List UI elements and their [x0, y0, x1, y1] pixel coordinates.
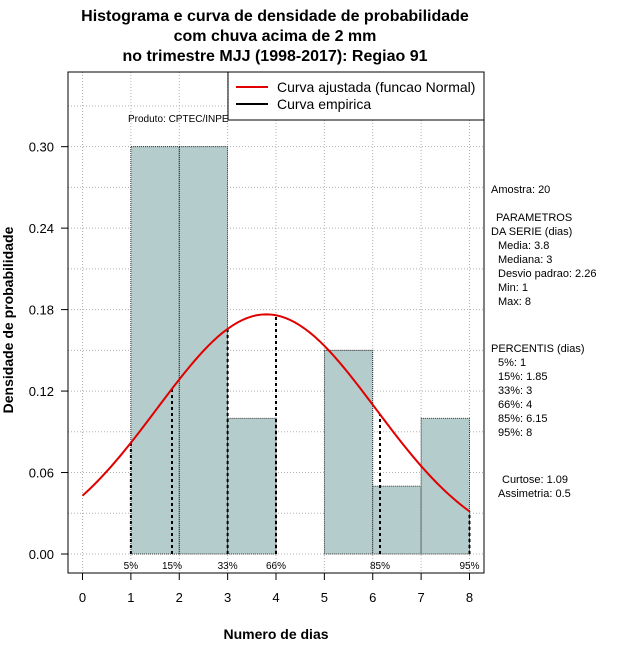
params-subtitle: DA SERIE (dias): [491, 226, 572, 238]
param-max: Max: 8: [498, 296, 531, 308]
x-tick-label: 2: [176, 590, 183, 605]
curves: [81, 313, 471, 513]
histogram-bar: [420, 417, 470, 555]
sample-count: Amostra: 20: [491, 184, 550, 196]
x-tick-label: 7: [417, 590, 424, 605]
y-tick-label: 0.00: [29, 547, 54, 562]
params-title: PARAMETROS: [496, 212, 572, 224]
legend: Curva ajustada (funcao Normal) Curva emp…: [227, 71, 485, 121]
histogram-bar: [372, 485, 422, 555]
side-panel: Amostra: 20 PARAMETROS DA SERIE (dias) M…: [491, 184, 596, 500]
x-axis-label: Numero de dias: [223, 626, 328, 642]
x-tick-label: 0: [79, 590, 86, 605]
percentil-15: 15%: 1.85: [498, 371, 548, 383]
param-min: Min: 1: [498, 282, 528, 294]
percentis-title: PERCENTIS (dias): [491, 343, 585, 355]
chart-title-line-2: com chuva acima de 2 mm: [174, 28, 377, 45]
histogram-bar: [323, 349, 374, 555]
param-mediana: Mediana: 3: [498, 254, 552, 266]
x-tick-label: 5: [321, 590, 328, 605]
param-media: Media: 3.8: [498, 240, 549, 252]
percentile-label: 33%: [218, 561, 238, 572]
x-tick-label: 6: [369, 590, 376, 605]
percentil-33: 33%: 3: [498, 385, 532, 397]
y-tick-label: 0.30: [29, 140, 54, 155]
x-tick-label: 8: [466, 590, 473, 605]
x-axis: 0 1 2 3 4 5 6 7 8: [79, 572, 473, 605]
histogram-bar: [227, 417, 277, 555]
percentile-label: 15%: [162, 561, 182, 572]
histogram-bars: [130, 146, 470, 555]
percentil-5: 5%: 1: [498, 357, 526, 369]
x-tick-label: 4: [272, 590, 279, 605]
x-tick-label: 3: [224, 590, 231, 605]
percentil-66: 66%: 4: [498, 399, 532, 411]
y-axis-label: Densidade de probabilidade: [0, 226, 16, 413]
assimetria-value: Assimetria: 0.5: [498, 488, 571, 500]
percentile-markers: 5% 15% 33% 66% 85% 95%: [124, 315, 480, 572]
x-tick-label: 1: [127, 590, 134, 605]
percentile-label: 5%: [124, 561, 139, 572]
y-axis: 0.00 0.06 0.12 0.18 0.24 0.30: [29, 140, 68, 562]
normal-curve: [81, 313, 471, 513]
chart-title-line-1: Histograma e curva de densidade de proba…: [81, 8, 469, 25]
y-tick-label: 0.24: [29, 221, 54, 236]
percentile-label: 85%: [370, 561, 390, 572]
percentil-85: 85%: 6.15: [498, 413, 548, 425]
legend-box: [227, 71, 485, 121]
producer-label: Produto: CPTEC/INPE: [128, 114, 229, 125]
legend-label-empirical: Curva empirica: [277, 96, 371, 112]
percentile-label: 95%: [459, 561, 479, 572]
y-tick-label: 0.06: [29, 466, 54, 481]
chart-title-line-3: no trimestre MJJ (1998-2017): Regiao 91: [122, 48, 427, 65]
percentil-95: 95%: 8: [498, 427, 532, 439]
legend-label-normal: Curva ajustada (funcao Normal): [277, 79, 475, 95]
param-desvio: Desvio padrao: 2.26: [498, 268, 596, 280]
y-tick-label: 0.18: [29, 303, 54, 318]
curtose-value: Curtose: 1.09: [502, 474, 568, 486]
percentile-label: 66%: [266, 561, 286, 572]
y-tick-label: 0.12: [29, 384, 54, 399]
